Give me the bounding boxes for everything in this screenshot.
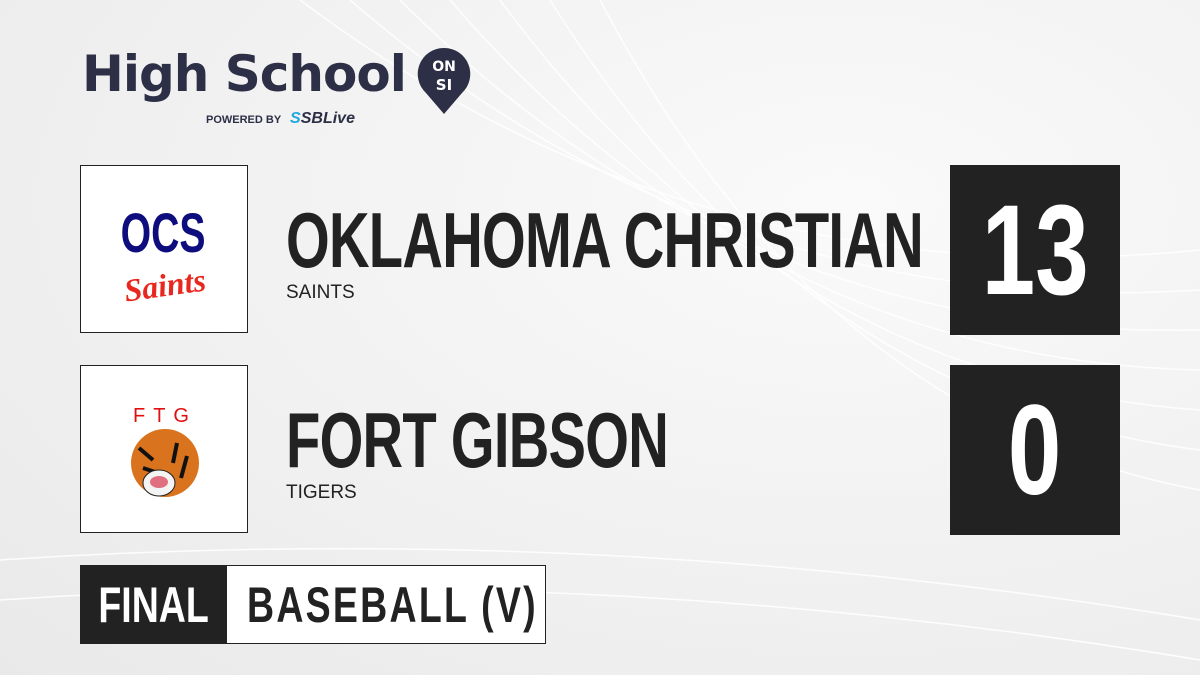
team-1-score: 13	[950, 165, 1120, 335]
team-2-mascot: TIGERS	[286, 482, 357, 503]
game-status: FINAL	[81, 566, 227, 643]
saints-script: Saints	[122, 261, 208, 308]
sport-label: BASEBALL (V)	[247, 576, 538, 633]
team-2-logo: FTG	[80, 365, 248, 533]
game-status-label: FINAL	[98, 576, 210, 633]
badge-top: ON	[432, 59, 456, 75]
team-1-name: OKLAHOMA CHRISTIAN	[286, 196, 924, 284]
team-2-name: FORT GIBSON	[286, 396, 669, 484]
team-2-score: 0	[950, 365, 1120, 535]
on-si-pin-icon: ON SI	[416, 46, 472, 116]
brand-title: High School	[82, 45, 407, 103]
sport: BASEBALL (V)	[227, 566, 635, 643]
team-1-mascot: SAINTS	[286, 282, 355, 303]
ftg-text: FTG	[133, 405, 197, 427]
ocs-text: OCS	[121, 202, 206, 265]
team-1-score-value: 13	[981, 178, 1089, 322]
sblive-name: SBLive	[300, 110, 355, 127]
team-2-score-value: 0	[1008, 378, 1062, 522]
team-1-logo: OCS Saints	[80, 165, 248, 333]
tiger-head-icon	[131, 429, 199, 497]
brand-logo: High School ON SI	[82, 44, 472, 116]
badge-bottom: SI	[436, 76, 452, 94]
sblive-prefix: S	[290, 110, 301, 127]
sblive-logo: SSBLive	[290, 110, 355, 127]
powered-by: POWERED BY SSBLive	[206, 110, 355, 128]
powered-by-label: POWERED BY	[206, 114, 281, 126]
game-info-bar: FINAL BASEBALL (V)	[80, 565, 546, 644]
